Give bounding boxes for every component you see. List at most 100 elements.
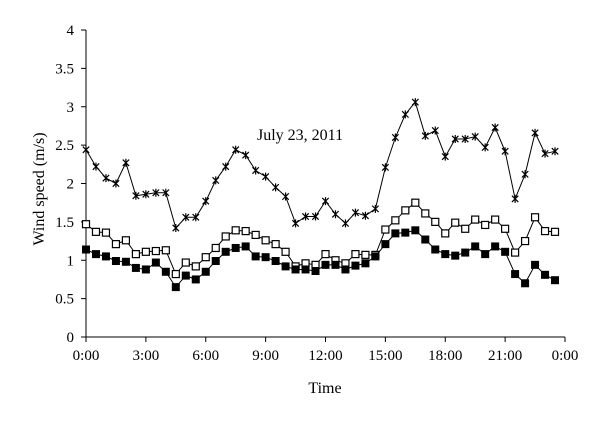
data-point <box>181 271 190 280</box>
data-point <box>152 188 160 197</box>
data-point <box>241 226 250 236</box>
data-point <box>191 262 200 271</box>
axes: 0 0.5 1 1.5 2 2.5 3 3.5 4 0:00 3:00 6:00 9:00 12:00 15… <box>55 23 578 364</box>
data-point <box>301 212 310 221</box>
data-point <box>261 236 270 245</box>
data-point <box>461 248 470 257</box>
data-point <box>451 251 460 260</box>
y-tick-label: 0.5 <box>55 292 74 308</box>
series-filled-square <box>82 226 560 292</box>
series-star <box>82 98 559 233</box>
data-point <box>171 269 180 279</box>
data-point <box>401 206 410 215</box>
data-point <box>431 126 439 135</box>
data-point <box>491 123 499 132</box>
data-point <box>122 158 130 167</box>
data-point <box>191 275 200 284</box>
data-point <box>151 258 160 267</box>
data-point <box>281 192 290 201</box>
data-point <box>401 110 409 119</box>
data-point <box>101 252 110 261</box>
data-point <box>231 243 240 252</box>
data-point <box>92 162 100 171</box>
data-point <box>471 132 479 141</box>
data-point <box>91 250 100 259</box>
data-point <box>271 257 280 266</box>
data-point <box>381 240 390 249</box>
data-point <box>132 191 140 200</box>
data-point <box>530 213 540 222</box>
data-point <box>551 276 560 285</box>
data-point <box>141 265 150 274</box>
data-point <box>232 145 240 154</box>
data-point <box>411 98 419 107</box>
y-tick-label: 1 <box>67 253 75 269</box>
data-point <box>162 188 170 197</box>
data-point <box>82 145 90 154</box>
data-point <box>331 260 340 269</box>
data-point <box>221 247 230 256</box>
data-point <box>511 248 520 257</box>
data-point <box>441 152 449 161</box>
y-tick-label: 4 <box>67 23 75 39</box>
x-tick-label: 12:00 <box>308 348 342 364</box>
series-layer <box>81 98 560 292</box>
data-point <box>511 194 519 203</box>
data-point <box>341 265 350 274</box>
data-point <box>491 215 500 224</box>
data-point <box>351 208 360 217</box>
data-point <box>261 253 270 262</box>
data-point <box>111 240 121 249</box>
data-point <box>151 246 160 256</box>
data-point <box>201 253 210 262</box>
data-point <box>211 243 220 253</box>
data-point <box>391 133 399 142</box>
data-point <box>311 266 320 275</box>
y-tick-label: 0 <box>67 330 75 346</box>
data-point <box>361 211 370 220</box>
data-point <box>411 198 420 207</box>
data-point <box>311 212 320 221</box>
data-point <box>501 147 509 156</box>
data-point <box>351 261 360 270</box>
y-tick-label: 2 <box>67 177 75 193</box>
x-tick-label: 18:00 <box>428 348 462 364</box>
data-point <box>441 250 450 259</box>
data-point <box>271 183 280 192</box>
data-point <box>421 235 430 244</box>
data-point <box>531 128 539 137</box>
data-point <box>242 151 250 160</box>
data-point <box>301 265 310 274</box>
data-point <box>481 220 490 230</box>
data-point <box>171 283 180 292</box>
data-point <box>431 217 440 226</box>
data-point <box>241 242 250 251</box>
data-point <box>291 219 300 228</box>
data-point <box>91 227 101 236</box>
data-point <box>471 242 480 251</box>
data-point <box>451 134 459 143</box>
x-tick-label: 21:00 <box>488 348 522 364</box>
data-point <box>411 226 420 235</box>
data-point <box>511 270 520 279</box>
data-point <box>531 260 540 269</box>
data-point <box>321 250 330 259</box>
data-point <box>82 245 90 254</box>
data-point <box>201 267 210 276</box>
data-point <box>361 250 370 259</box>
data-point <box>221 232 230 241</box>
x-tick-label: 0:00 <box>552 348 579 364</box>
series-line <box>85 101 556 229</box>
data-point <box>101 228 111 237</box>
y-tick-label: 3 <box>67 100 75 116</box>
y-tick-label: 3.5 <box>55 61 74 77</box>
data-point <box>371 252 380 261</box>
x-tick-label: 6:00 <box>192 348 219 364</box>
data-point <box>131 250 140 259</box>
y-axis-label: Wind speed (m/s) <box>31 132 48 245</box>
data-point <box>131 263 140 272</box>
data-point <box>112 179 120 188</box>
data-point <box>161 267 170 276</box>
